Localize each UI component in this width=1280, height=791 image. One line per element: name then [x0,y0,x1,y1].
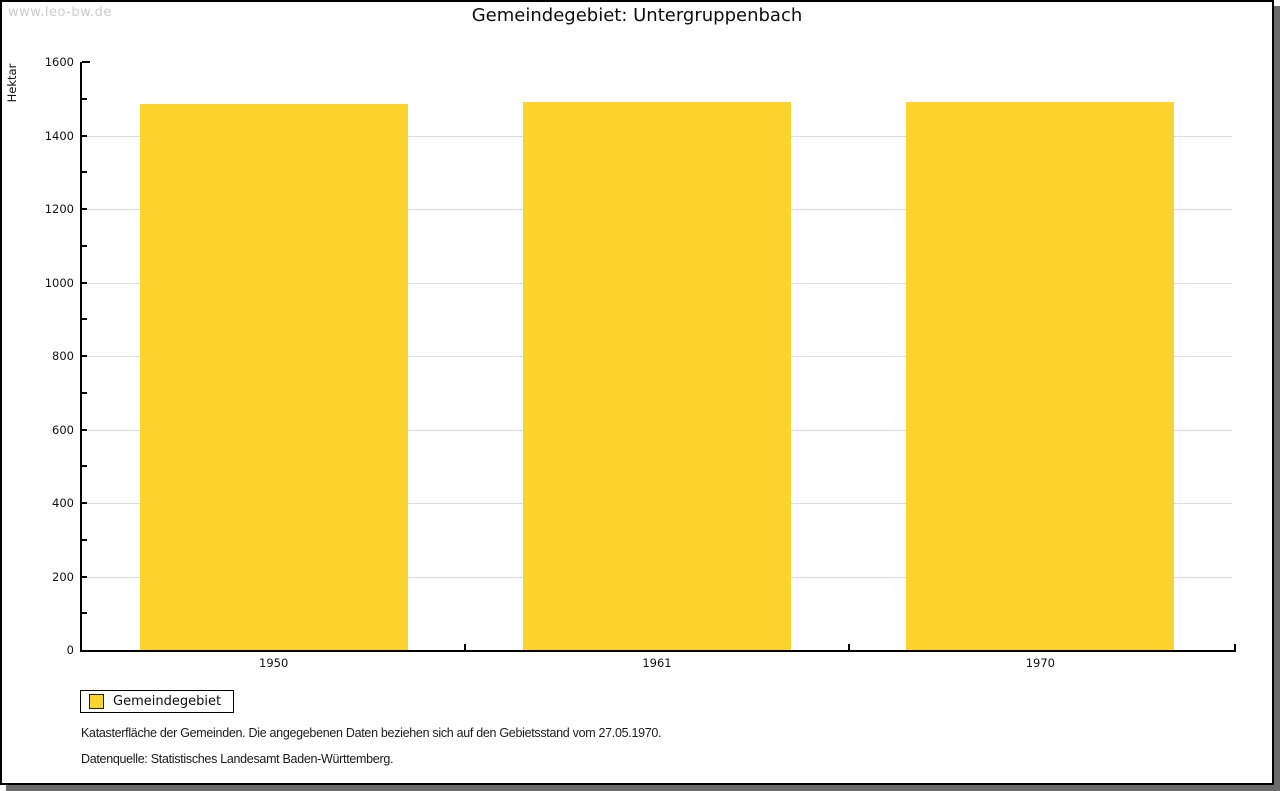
y-minor-tick [82,391,87,394]
bar-1970 [906,102,1175,650]
y-tick [82,428,87,431]
watermark-text: www.leo-bw.de [8,5,112,20]
y-tick [82,355,87,357]
y-minor-tick [82,465,87,468]
y-tick-label: 1600 [44,55,74,69]
footer-source: Datenquelle: Statistisches Landesamt Bad… [81,752,394,766]
y-minor-tick [82,318,87,321]
y-minor-tick [82,171,87,174]
x-boundary-tick [464,644,467,650]
y-tick [82,281,87,284]
y-minor-tick [82,612,87,615]
x-axis-line [80,650,1236,652]
chart-title: Gemeindegebiet: Untergruppenbach [471,5,803,26]
y-minor-tick [82,538,87,541]
y-tick-label: 0 [66,643,74,657]
y-tick [82,575,87,578]
bar-1961 [522,102,792,650]
y-tick [82,61,90,63]
y-tick-label: 200 [52,569,74,584]
legend-swatch-icon [89,694,104,709]
y-tick-label: 400 [52,496,74,510]
x-boundary-tick [847,644,850,650]
bar-1950 [139,103,408,650]
legend-label: Gemeindegebiet [113,694,222,709]
x-tick-label: 1950 [259,656,289,670]
x-tick-label: 1970 [1025,656,1055,670]
y-minor-tick [82,244,87,247]
footer-note: Katasterfläche der Gemeinden. Die angege… [81,726,662,740]
y-tick [82,134,87,137]
x-axis-end-tick [1234,644,1236,650]
y-tick-label: 600 [52,422,74,437]
y-tick-label: 1000 [44,275,74,290]
y-tick-label: 1400 [44,128,74,143]
y-tick-label: 800 [52,349,74,363]
y-tick [82,502,87,504]
x-tick-label: 1961 [642,656,672,670]
legend: Gemeindegebiet [80,690,235,713]
y-tick-label: 1200 [44,202,74,216]
y-tick [82,208,87,210]
plot-area: 0 200 400 600 800 1000 1200 1400 1600 1950 1961 197… [2,2,1272,783]
y-axis-line [80,62,82,652]
y-minor-tick [82,97,87,100]
